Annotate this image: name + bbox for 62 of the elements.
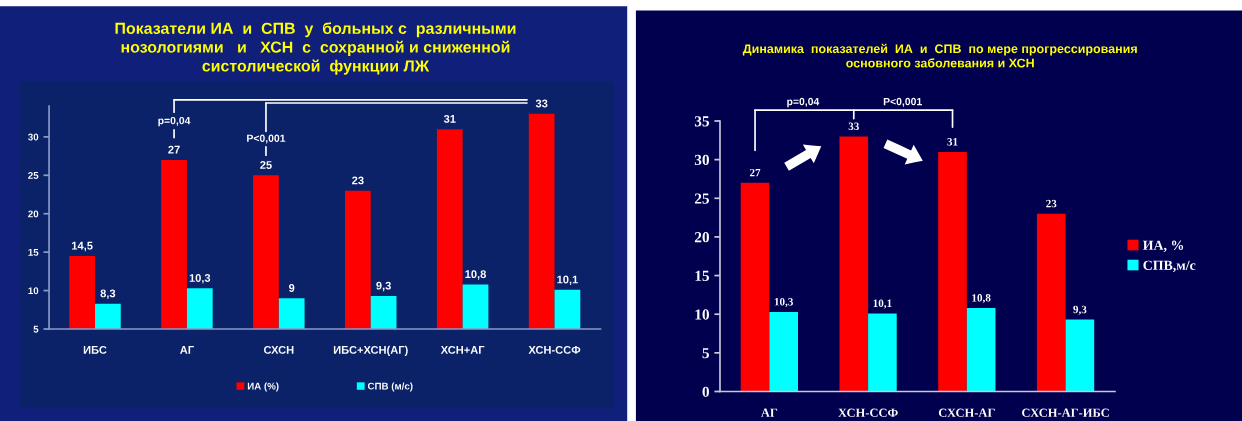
bar — [839, 136, 869, 392]
data-label: 33 — [848, 122, 859, 131]
data-label: 25 — [260, 161, 272, 169]
x-tick-label: ХСН+АГ — [440, 345, 485, 354]
data-label: 14,5 — [72, 241, 93, 252]
data-label: 10,3 — [774, 297, 794, 308]
data-label: 27 — [749, 168, 761, 177]
text: P<0,001 — [883, 97, 922, 107]
x-tick-label: СХСН — [263, 345, 294, 354]
bar — [740, 182, 770, 392]
bar — [938, 151, 967, 392]
data-label: 23 — [352, 176, 364, 185]
y-tick-label: 10 — [695, 309, 709, 320]
legend-label: СПВ (м/с) — [367, 382, 413, 392]
data-label: 10,3 — [189, 274, 211, 284]
x-tick-label: АГ — [760, 408, 778, 417]
bar — [1036, 213, 1066, 392]
data-label: 23 — [1046, 199, 1057, 208]
y-tick-label: 35 — [694, 116, 710, 127]
legend-label: ИА, % — [1142, 240, 1184, 252]
data-label: 9,3 — [376, 281, 391, 292]
x-tick-label: ХСН-ССФ — [528, 345, 581, 354]
annotation: P<0,001 — [247, 134, 286, 144]
y-tick-label: 0 — [702, 386, 709, 397]
x-tick-label: АГ — [180, 346, 194, 354]
legend-label: СПВ,м/с — [1143, 260, 1196, 272]
data-label: 10,1 — [873, 299, 892, 309]
data-label: 33 — [535, 99, 548, 108]
x-tick-label: ИБС+ХСН(АГ) — [333, 345, 408, 357]
y-tick-label: 5 — [702, 348, 710, 359]
y-tick-label: 30 — [694, 154, 709, 166]
data-label: 10,8 — [972, 294, 991, 304]
data-label: 9 — [288, 284, 295, 292]
y-tick-label: 25 — [28, 172, 39, 179]
legend-label: ИА (%) — [247, 382, 279, 392]
x-tick-label: СХСН-АГ-ИБС — [1022, 408, 1109, 417]
data-label: 9,3 — [1073, 305, 1087, 315]
bar — [769, 311, 798, 392]
y-tick-label: 25 — [694, 193, 710, 204]
chart-title: Показатели ИА и СПВ у больных с различными нозологиями и ХСН с сохранной и сниженной систолической функции ЛЖ — [115, 22, 516, 75]
data-label: 31 — [443, 114, 456, 123]
data-label: 10,8 — [465, 270, 486, 280]
x-tick-label: ИБС — [83, 345, 107, 354]
x-tick-label: СХСН-АГ — [938, 408, 995, 417]
y-tick-label: 20 — [694, 232, 709, 243]
bar — [868, 313, 897, 392]
y-tick-label: 10 — [28, 287, 39, 295]
y-tick-label: 15 — [695, 270, 710, 282]
x-tick-label: ХСН-ССФ — [838, 408, 898, 417]
y-tick-label: 20 — [28, 210, 39, 218]
y-tick-label: 15 — [28, 248, 39, 256]
bar — [1065, 319, 1095, 392]
y-tick-label: 5 — [33, 325, 39, 333]
data-label: 10,1 — [557, 275, 578, 286]
data-label: 27 — [168, 145, 180, 154]
text: p=0,04 — [787, 97, 820, 108]
annotation: p=0,04 — [158, 116, 191, 127]
y-tick-label: 30 — [28, 133, 39, 141]
bar — [966, 308, 996, 392]
chart-title: Динамика показателей ИА и СПВ по мере прогрессирования основного заболевания и ХСН — [742, 43, 1137, 68]
data-label: 8,3 — [100, 289, 116, 299]
data-label: 31 — [947, 138, 958, 146]
